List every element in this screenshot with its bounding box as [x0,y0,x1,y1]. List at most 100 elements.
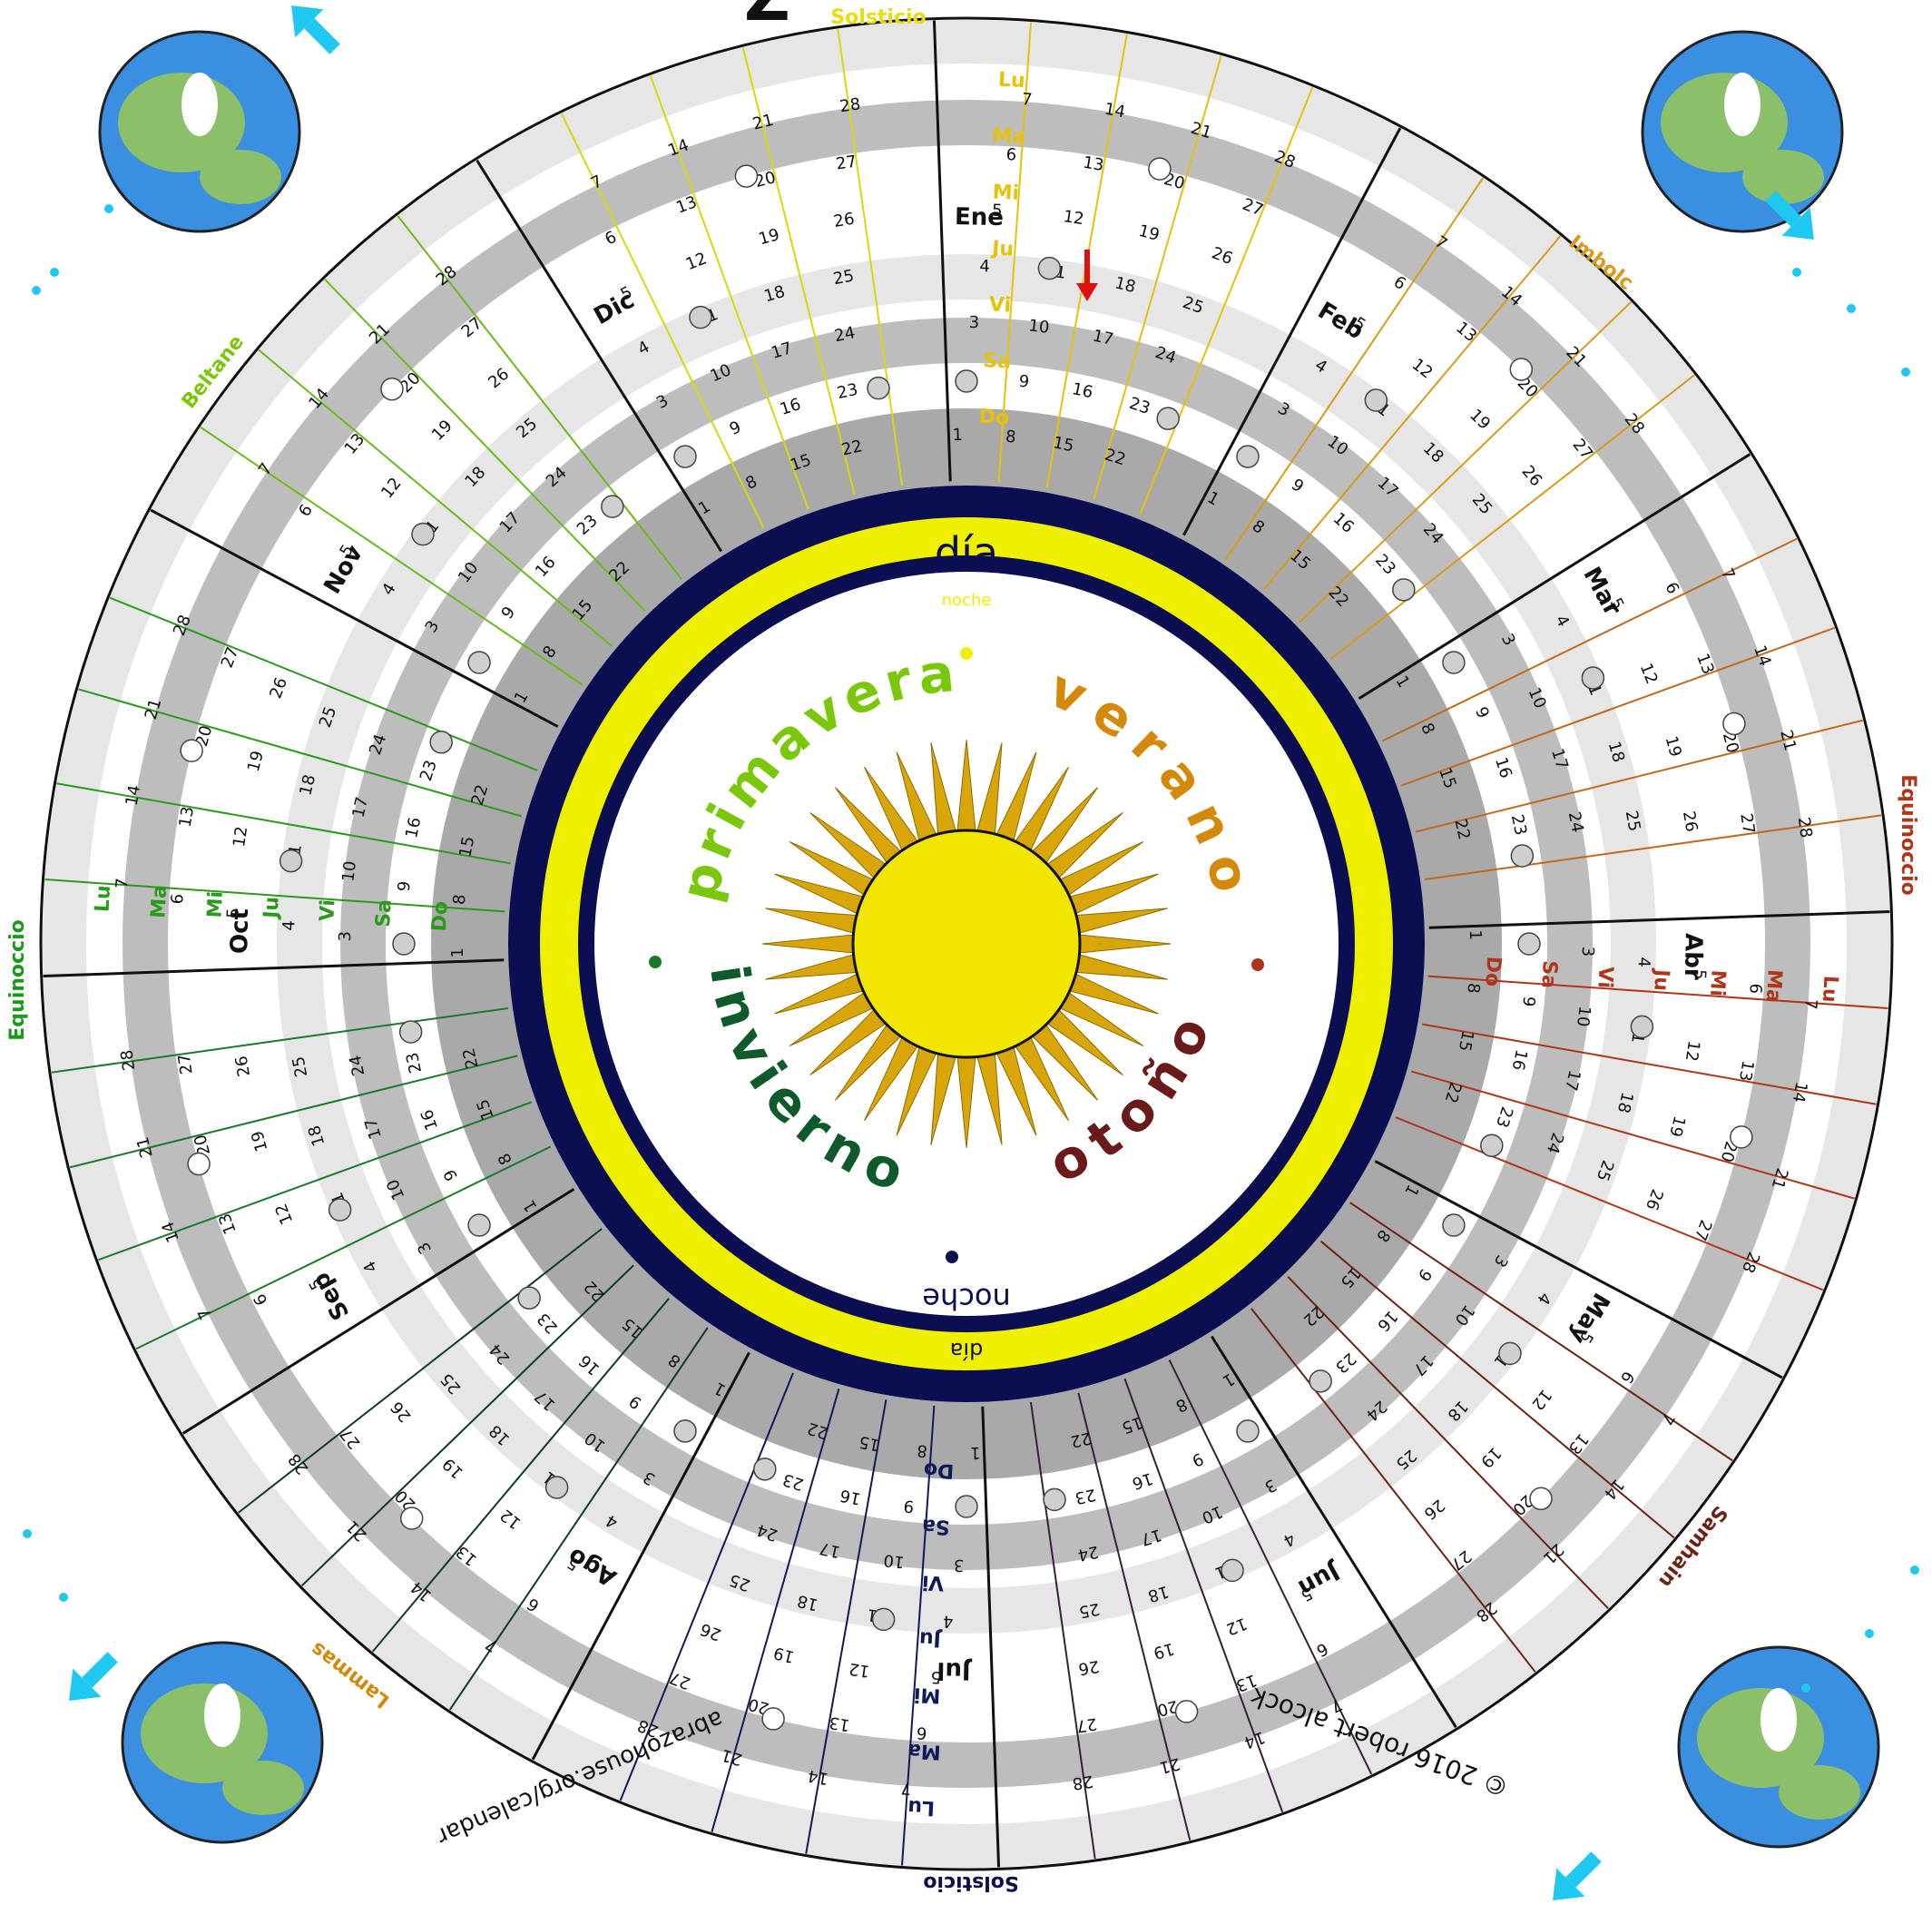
week-line [1299,301,1632,623]
moon-phase-icon [1442,651,1466,674]
week-line [711,1388,840,1832]
day-number: 28 [1071,1772,1094,1793]
weekday-label: Vi [1593,966,1616,988]
festival-equinox-left: Equinoccio [6,919,29,1041]
day-number: 17 [1091,326,1115,349]
week-line [1287,1276,1609,1609]
moon-phase-icon [467,651,491,674]
week-line [1422,1023,1877,1105]
week-line [1029,1401,1096,1860]
week-line [619,1372,794,1801]
day-number: 14 [1103,100,1126,123]
day-number: 4 [979,257,990,276]
moon-phase-icon [1517,932,1541,956]
orbit-dot [59,1593,68,1602]
orbit-dot [23,1529,32,1538]
week-line [531,1351,750,1761]
week-line [181,1187,575,1435]
day-number: 8 [917,1440,928,1460]
week-line [51,1006,509,1074]
moon-phase-icon [392,932,416,956]
weekday-label: Do [978,406,1010,430]
weekday-label: Mi [1705,969,1730,997]
week-line [1427,975,1888,1010]
week-line [1123,1378,1284,1812]
day-number: 22 [1450,817,1474,841]
day-number: 4 [1634,957,1653,967]
day-number: 24 [346,1054,368,1078]
moon-phase-icon [1221,1558,1244,1583]
week-line [997,22,1033,483]
day-number: 18 [796,1591,820,1615]
orbit-dot [1792,268,1801,277]
weekday-label: Ju [1649,967,1672,992]
day-number: 17 [348,795,372,820]
weekday-label: Sa [921,1514,950,1538]
day-number: 7 [1800,998,1820,1010]
week-line [56,782,511,865]
weekday-label: Vi [921,1570,944,1594]
weekday-label: Ma [992,124,1026,149]
moon-phase-icon [1156,407,1180,430]
day-number: 18 [1113,273,1137,297]
week-line [258,348,613,647]
month-label: Jul [937,1656,973,1684]
orbit-dot [1801,1683,1810,1693]
week-line [324,279,646,612]
month-label: Ene [955,203,1004,231]
weekday-label: Ma [147,884,172,918]
moon-phase-icon [1630,1015,1654,1039]
moon-phase-icon [328,1198,352,1222]
season-dot [946,1251,958,1263]
orbit-dot [1847,304,1856,313]
day-number: 17 [818,1538,842,1562]
day-number: 4 [280,920,299,931]
day-number: 15 [1455,1029,1477,1053]
week-line [932,20,952,482]
day-number: 9 [1518,996,1538,1008]
moon-phase-icon [517,1286,541,1310]
week-line [448,1327,709,1711]
week-line [1349,1202,1733,1462]
day-number: 23 [403,1051,426,1075]
day-number: 28 [839,94,862,116]
day-number: 23 [1074,1485,1098,1507]
day-number: 6 [916,1723,927,1742]
moon-phase-icon [955,369,978,393]
day-number: 13 [1735,1059,1757,1083]
night-label-top: noche [942,591,992,610]
day-number: 13 [828,1713,851,1734]
day-number: 27 [175,1053,197,1076]
moon-phase-icon [1309,1369,1332,1393]
week-band [123,100,1810,1788]
day-number: 1 [448,947,467,958]
week-line [1168,1359,1373,1775]
moon-phase-icon [544,1476,569,1499]
day-number: 12 [1062,207,1085,229]
corner-decorations [23,5,1919,1900]
week-line [78,688,523,818]
week-line [1263,235,1562,590]
day-number: 14 [1789,1080,1811,1104]
week-band [340,318,1593,1570]
week-line [560,113,765,529]
moon-phase-icon [1236,445,1260,468]
month-label: Abr [1679,933,1707,980]
weekday-label: Lu [92,885,116,913]
moon-phase-icon [734,164,759,188]
orbit-arrow-icon [291,5,340,54]
day-number: 18 [296,773,319,798]
day-number: 25 [1622,809,1644,832]
earth-icon [1677,1645,1880,1849]
day-number: 3 [954,1556,965,1575]
day-number: 8 [1005,427,1016,447]
week-line [476,159,723,553]
day-number: 7 [900,1778,912,1798]
week-line [805,1399,888,1854]
weekday-label: Do [923,1458,955,1482]
moon-phase-icon [761,1707,785,1731]
week-line [1395,1116,1824,1291]
week-line [1210,1335,1457,1729]
day-number: 24 [833,323,858,346]
moon-phase-icon [1509,358,1534,381]
